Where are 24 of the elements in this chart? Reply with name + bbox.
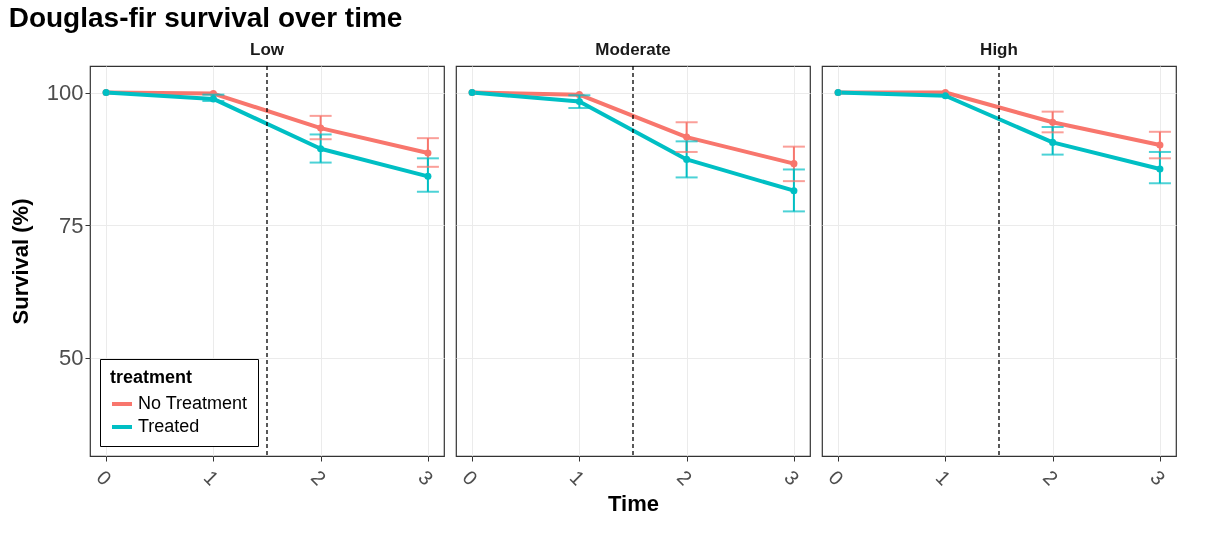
- y-tick-label: 100: [46, 80, 84, 106]
- legend-title: treatment: [110, 367, 193, 387]
- x-tick-label: 0: [824, 466, 848, 490]
- legend-label: No Treatment: [138, 393, 248, 413]
- x-tick-label: 1: [931, 466, 956, 490]
- x-tick-label: 2: [306, 466, 331, 490]
- x-tick-label: 2: [1038, 466, 1063, 490]
- chart-subtitle: Low: [250, 40, 285, 60]
- x-tick-label: 3: [780, 466, 804, 490]
- chart-title: Douglas-fir survival over time: [8, 1, 403, 33]
- x-tick-label: 3: [414, 466, 438, 490]
- y-tick-label: 50: [59, 345, 84, 371]
- x-axis-title: Time: [608, 490, 659, 516]
- x-tick-label: 0: [92, 466, 116, 490]
- y-tick-label: 75: [59, 212, 84, 238]
- x-tick-label: 0: [458, 466, 482, 490]
- legend-label: Treated: [138, 416, 200, 436]
- x-tick-label: 1: [199, 466, 224, 490]
- chart-subtitle: Moderate: [595, 40, 671, 60]
- x-tick-label: 1: [565, 466, 590, 490]
- chart-subtitle: High: [980, 40, 1018, 60]
- y-axis-title: Survival (%): [7, 198, 33, 325]
- x-tick-label: 3: [1146, 466, 1170, 490]
- x-tick-label: 2: [672, 466, 697, 490]
